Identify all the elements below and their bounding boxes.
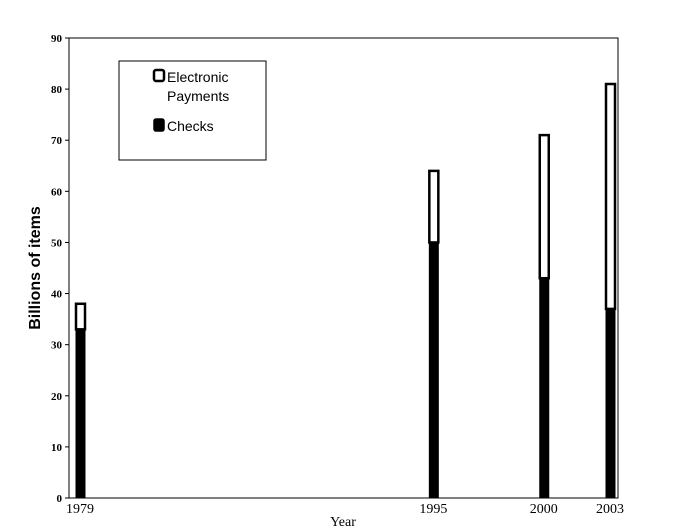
bar-checks-2003 [605,308,616,499]
y-tick-label-10: 10 [51,442,63,454]
y-tick-label-40: 40 [51,289,63,301]
x-axis-title: Year [330,515,356,530]
legend-swatch-electronic [152,68,166,83]
y-tick-label-50: 50 [51,237,63,249]
y-tick-label-90: 90 [51,33,63,45]
x-tick-label-1979: 1979 [66,502,94,517]
y-axis: 0 10 20 30 40 50 60 70 80 90 [51,33,69,505]
legend-box [118,60,267,161]
y-tick-label-20: 20 [51,391,63,403]
y-axis-title: Billions of items [27,206,44,330]
legend: Electronic Payments Checks [118,60,267,161]
x-tick-label-2003: 2003 [596,502,624,517]
legend-swatch-checks [153,118,165,132]
y-tick-label-60: 60 [51,186,63,198]
x-tick-label-2000: 2000 [530,502,558,517]
legend-label-checks: Checks [167,118,214,134]
legend-label-electronic-line2: Payments [167,88,229,104]
y-tick-label-70: 70 [51,135,63,147]
bar-checks-1995 [428,241,439,499]
y-tick-label-80: 80 [51,84,63,96]
bar-checks-1979 [75,328,86,499]
bar-electronic-payments-1979 [74,302,87,331]
bars [74,82,617,499]
y-tick-label-0: 0 [57,493,63,505]
y-tick-label-30: 30 [51,340,63,352]
bar-checks-2000 [539,277,550,499]
bar-electronic-payments-2003 [604,82,617,311]
bar-electronic-payments-1995 [428,169,440,244]
bar-electronic-payments-2000 [538,133,550,280]
x-axis: 1979 1995 2000 2003 [66,502,624,517]
x-tick-label-1995: 1995 [419,502,447,517]
legend-label-electronic: Electronic [167,69,228,85]
